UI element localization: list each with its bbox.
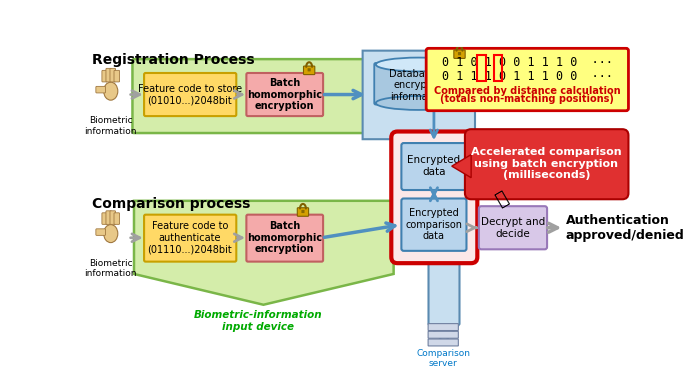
Text: Authentication
approved/denied: Authentication approved/denied <box>566 214 685 242</box>
Text: Biometric
information: Biometric information <box>85 116 137 135</box>
Bar <box>494 55 502 82</box>
FancyBboxPatch shape <box>401 143 466 190</box>
Ellipse shape <box>104 225 118 243</box>
FancyBboxPatch shape <box>246 215 323 262</box>
FancyBboxPatch shape <box>374 63 463 105</box>
FancyBboxPatch shape <box>114 213 120 224</box>
Polygon shape <box>452 154 471 178</box>
Text: Decrypt and
decide: Decrypt and decide <box>481 217 545 239</box>
Text: Feature code to
authenticate
(01110...)2048bit: Feature code to authenticate (01110...)2… <box>148 221 232 254</box>
FancyBboxPatch shape <box>106 68 111 82</box>
Text: 🔑: 🔑 <box>493 189 511 210</box>
Text: Comparison process: Comparison process <box>92 197 251 211</box>
FancyBboxPatch shape <box>110 68 116 82</box>
Text: Comparison
server: Comparison server <box>416 349 470 368</box>
Text: Accelerated comparison
using batch encryption
(milliseconds): Accelerated comparison using batch encry… <box>471 147 622 181</box>
FancyBboxPatch shape <box>246 73 323 116</box>
FancyBboxPatch shape <box>106 211 111 224</box>
Polygon shape <box>363 51 475 343</box>
FancyBboxPatch shape <box>304 66 315 74</box>
FancyBboxPatch shape <box>426 48 629 111</box>
Text: Compared by distance calculation: Compared by distance calculation <box>434 86 621 96</box>
Text: Feature code to store
(01010...)2048bit: Feature code to store (01010...)2048bit <box>138 84 242 105</box>
Ellipse shape <box>104 82 118 100</box>
FancyBboxPatch shape <box>428 339 458 346</box>
Text: 0 1 1 1 0 1 1 1 0 0  ···: 0 1 1 1 0 1 1 1 0 0 ··· <box>442 70 612 83</box>
FancyBboxPatch shape <box>110 211 116 224</box>
FancyBboxPatch shape <box>298 208 309 216</box>
FancyBboxPatch shape <box>144 73 237 116</box>
Text: Biometric
information: Biometric information <box>85 259 137 278</box>
FancyBboxPatch shape <box>401 199 466 251</box>
FancyBboxPatch shape <box>96 229 106 236</box>
Ellipse shape <box>376 58 461 71</box>
FancyBboxPatch shape <box>391 131 477 263</box>
Text: Biometric-information
input device: Biometric-information input device <box>194 310 322 332</box>
FancyBboxPatch shape <box>102 213 108 224</box>
FancyBboxPatch shape <box>479 206 547 249</box>
Text: Database of
encrypted
information: Database of encrypted information <box>389 69 448 102</box>
FancyBboxPatch shape <box>302 210 304 213</box>
Text: Batch
homomorphic
encryption: Batch homomorphic encryption <box>247 221 322 254</box>
FancyBboxPatch shape <box>454 50 466 58</box>
Text: Encrypted
data: Encrypted data <box>407 155 461 177</box>
Bar <box>477 55 486 82</box>
FancyBboxPatch shape <box>458 52 461 55</box>
FancyBboxPatch shape <box>144 215 237 262</box>
Text: Registration Process: Registration Process <box>92 53 255 67</box>
FancyBboxPatch shape <box>428 332 458 338</box>
FancyBboxPatch shape <box>102 70 108 82</box>
FancyBboxPatch shape <box>96 86 106 93</box>
FancyBboxPatch shape <box>132 59 391 133</box>
FancyBboxPatch shape <box>307 68 311 71</box>
Polygon shape <box>134 201 393 305</box>
Text: Batch
homomorphic
encryption: Batch homomorphic encryption <box>247 78 322 111</box>
FancyBboxPatch shape <box>428 324 458 331</box>
Ellipse shape <box>376 96 461 110</box>
Text: Encrypted
comparison
data: Encrypted comparison data <box>405 208 463 241</box>
Text: (totals non-matching positions): (totals non-matching positions) <box>440 94 615 104</box>
Text: 0 1 0 1 0 0 1 1 1 0  ···: 0 1 0 1 0 0 1 1 1 0 ··· <box>442 57 612 69</box>
FancyBboxPatch shape <box>465 129 629 199</box>
FancyBboxPatch shape <box>114 70 120 82</box>
